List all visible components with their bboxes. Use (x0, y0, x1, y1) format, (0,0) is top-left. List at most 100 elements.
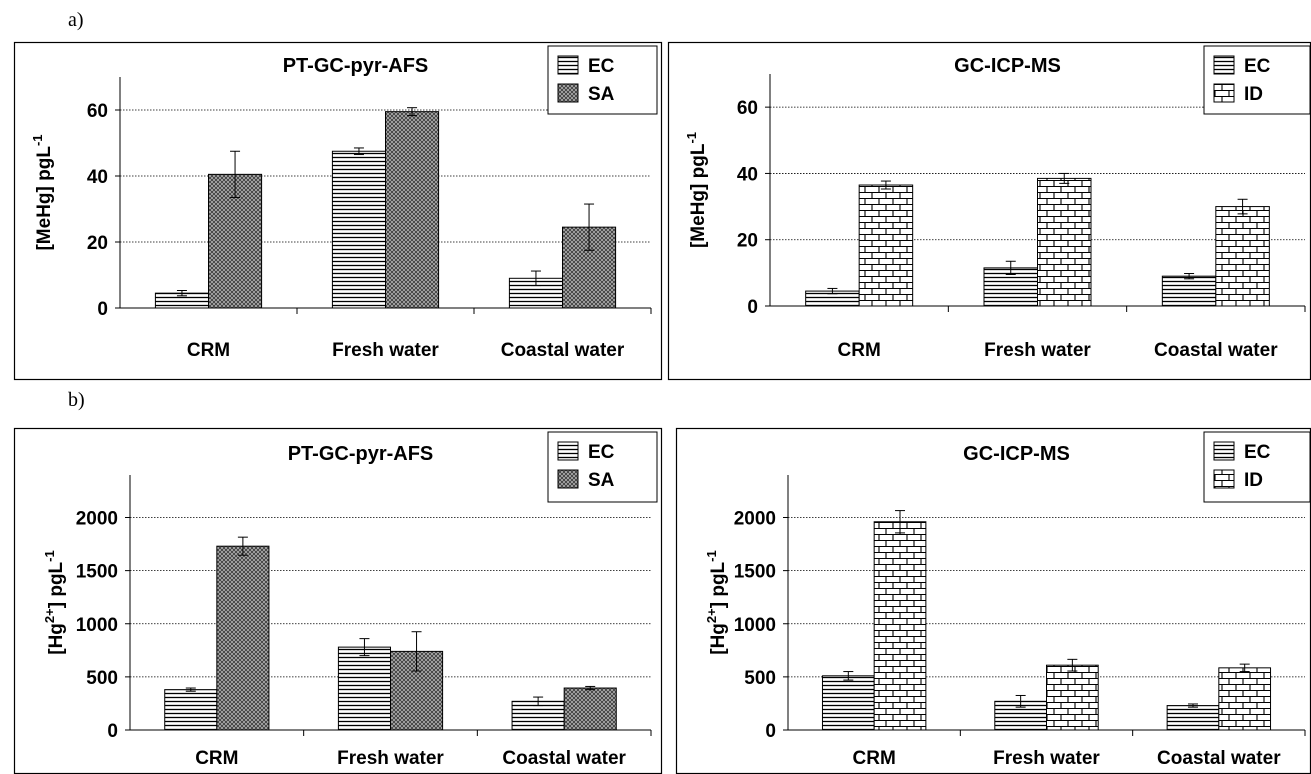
error-bar-ec-3 (533, 696, 544, 707)
y-axis-label-text: [MeHg] pgL (34, 146, 55, 251)
legend: EC SA (547, 45, 658, 115)
y-tick-label: 1500 (76, 562, 118, 583)
y-axis-label-text: [Hg (708, 623, 729, 655)
y-axis-label-superscript-2: -1 (42, 550, 57, 562)
chart-3: 0 500 1000 1500 2000 CRM Fresh water Coastal wa… (13, 427, 663, 774)
y-tick-label: 20 (87, 233, 108, 254)
chart-4: 0 500 1000 1500 2000 CRM Fresh water Coastal wa… (675, 427, 1311, 774)
chart-frame (13, 41, 663, 381)
legend: EC ID (1203, 431, 1311, 503)
y-tick-label: 500 (744, 668, 776, 689)
legend-swatch-id (1213, 83, 1235, 103)
bar-ec-3 (1166, 705, 1220, 731)
bar-id-3 (1218, 667, 1272, 731)
error-bar-sa-2 (407, 107, 418, 117)
error-bar-ec-2 (1005, 260, 1016, 276)
y-tick-label: 1500 (734, 562, 776, 583)
chart-title: GC-ICP-MS (954, 55, 1061, 77)
y-tick-label: 0 (97, 299, 108, 320)
error-bar-sa-1 (237, 536, 248, 556)
category-label: Coastal water (1157, 748, 1281, 769)
bar-id-1 (858, 184, 914, 307)
legend-label-ec: EC (1244, 442, 1271, 463)
y-tick-label: 20 (737, 231, 758, 252)
error-bar-id-3 (1239, 663, 1250, 673)
legend-swatch-id (1213, 469, 1235, 489)
y-axis-label-text: [Hg (46, 623, 67, 655)
error-bar-id-3 (1237, 198, 1248, 215)
legend-label-ec: EC (588, 442, 615, 463)
error-bar-id-1 (895, 510, 906, 534)
chart-1: 0 20 40 60 CRM Fresh water Coastal water PT-GC-… (13, 41, 663, 381)
y-tick-label: 500 (86, 668, 118, 689)
bar-ec-2 (331, 150, 386, 309)
chart-2: 0 20 40 60 CRM Fresh water Coastal water GC-ICP… (667, 41, 1311, 381)
bar-id-1 (873, 521, 927, 731)
bar-sa-1 (216, 545, 270, 731)
category-label: Coastal water (501, 340, 625, 361)
y-axis-label-superscript: 2+ (42, 608, 57, 623)
error-bar-sa-3 (585, 685, 596, 691)
y-tick-label: 2000 (76, 509, 118, 530)
error-bar-ec-2 (353, 147, 364, 156)
y-tick-label: 0 (747, 297, 758, 318)
bar-ec-3 (511, 700, 565, 731)
error-bar-ec-2 (1015, 694, 1026, 708)
bar-id-2 (1046, 664, 1099, 731)
legend-swatch-sa (557, 469, 579, 489)
y-axis-label: [MeHg] pgL-1 (30, 134, 55, 250)
bar-id-3 (1215, 206, 1270, 307)
error-bar-sa-1 (230, 150, 241, 198)
error-bar-id-2 (1059, 172, 1070, 184)
category-label: CRM (853, 748, 896, 769)
chart-title: PT-GC-pyr-AFS (283, 55, 429, 77)
panel-label-a: a) (68, 9, 84, 31)
error-bar-id-1 (880, 180, 891, 190)
y-axis-label-text: [MeHg] pgL (688, 143, 709, 248)
y-tick-label: 40 (737, 164, 758, 185)
category-label: CRM (838, 340, 881, 361)
legend: EC SA (547, 431, 658, 503)
bar-ec-1 (821, 675, 875, 731)
category-label: CRM (195, 748, 238, 769)
y-tick-label: 40 (87, 167, 108, 188)
y-axis-label-superscript: 2+ (704, 608, 719, 623)
y-tick-label: 2000 (734, 509, 776, 530)
legend-swatch-ec (1213, 55, 1235, 75)
y-axis-label-superscript-2: -1 (704, 550, 719, 562)
y-axis-label: [MeHg] pgL-1 (684, 132, 709, 248)
category-label: Fresh water (332, 340, 439, 361)
y-axis-label: [Hg2+] pgL-1 (42, 550, 67, 654)
y-axis-label: [Hg2+] pgL-1 (704, 550, 729, 654)
legend-swatch-ec (557, 441, 579, 461)
y-tick-label: 60 (737, 98, 758, 119)
bar-ec-1 (164, 689, 218, 731)
category-label: Fresh water (337, 748, 444, 769)
category-label: CRM (187, 340, 230, 361)
legend-label-id: ID (1244, 470, 1263, 491)
y-tick-label: 0 (107, 721, 118, 742)
legend-swatch-sa (557, 83, 579, 103)
error-bar-ec-3 (1187, 703, 1198, 708)
legend-label-sa: SA (588, 470, 615, 491)
y-axis-label-text-tail: ] pgL (46, 561, 67, 608)
bar-ec-2 (337, 646, 391, 731)
legend-label-ec: EC (1244, 56, 1271, 77)
error-bar-ec-3 (1184, 273, 1195, 280)
legend-label-sa: SA (588, 84, 615, 105)
error-bar-ec-3 (530, 270, 541, 287)
y-axis-label-text-tail: ] pgL (708, 561, 729, 608)
y-tick-label: 1000 (734, 615, 776, 636)
chart-title: PT-GC-pyr-AFS (288, 443, 434, 465)
bar-sa-2 (385, 111, 440, 309)
legend-label-ec: EC (588, 56, 615, 77)
error-bar-ec-1 (176, 290, 187, 297)
error-bar-ec-1 (185, 687, 196, 692)
error-bar-sa-3 (584, 203, 595, 251)
legend-swatch-ec (557, 55, 579, 75)
category-label: Fresh water (984, 340, 1091, 361)
category-label: Coastal water (502, 748, 626, 769)
y-axis-label-superscript: -1 (30, 134, 45, 146)
category-label: Coastal water (1154, 340, 1278, 361)
